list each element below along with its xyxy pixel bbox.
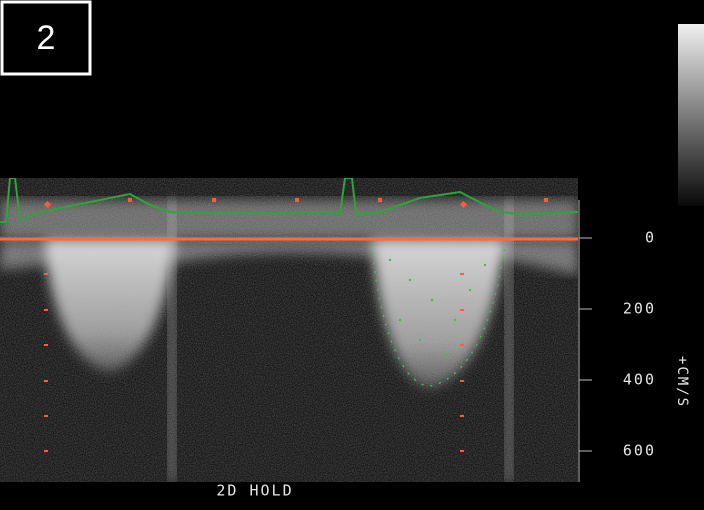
page: {"panel": {"number": "2"}, "scale": {"un…	[0, 0, 704, 510]
doppler-screen: 2 +CM/S 2D HOLD 0 200 400 600	[0, 0, 704, 510]
gray-scale-bar	[678, 24, 704, 206]
spectral-display	[0, 178, 578, 482]
velocity-unit: +CM/S	[674, 356, 690, 408]
scale-tick-label: 0	[645, 229, 656, 247]
scale-tick-label: 400	[623, 371, 656, 389]
scale-tick-label: 200	[623, 300, 656, 318]
scale-tick-label: 600	[623, 442, 656, 460]
panel-number: 2	[37, 19, 56, 57]
status-text: 2D HOLD	[216, 482, 293, 500]
